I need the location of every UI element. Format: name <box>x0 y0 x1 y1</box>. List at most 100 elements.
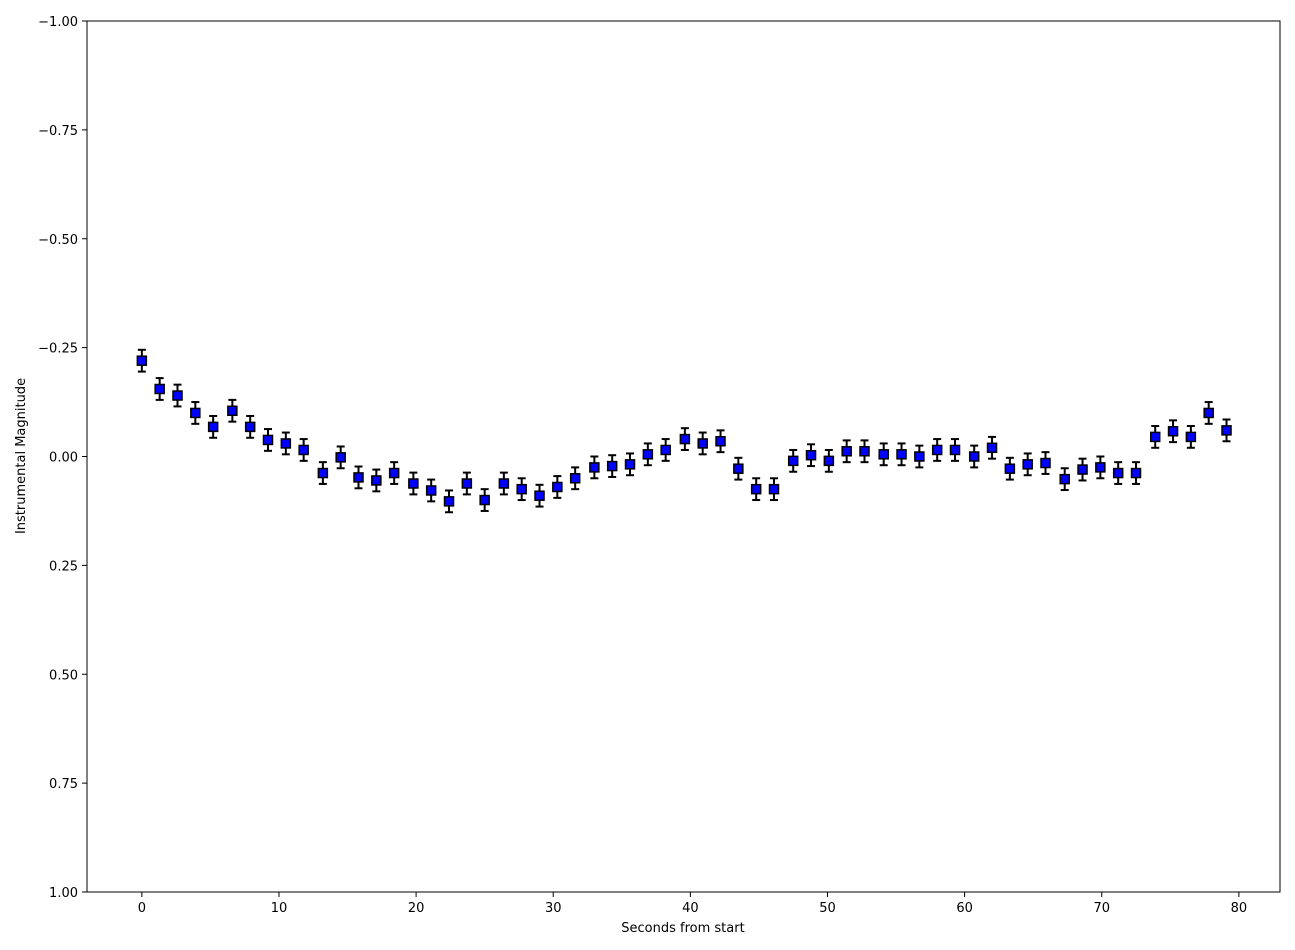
data-point <box>461 471 473 496</box>
x-tick-label: 10 <box>271 901 288 916</box>
x-tick-label: 0 <box>138 901 146 916</box>
square-marker <box>534 490 545 501</box>
data-point <box>896 442 907 467</box>
data-point <box>172 383 183 408</box>
y-tick-label: −0.25 <box>38 342 78 357</box>
data-point <box>227 398 238 423</box>
data-point <box>388 461 400 485</box>
x-tick-label: 70 <box>1093 901 1110 916</box>
data-point <box>823 448 835 473</box>
data-series <box>136 348 1232 514</box>
x-axis-title: Seconds from start <box>621 921 744 936</box>
data-point <box>443 489 455 514</box>
square-marker <box>1149 431 1161 443</box>
data-point <box>498 471 510 496</box>
square-marker <box>569 473 581 484</box>
square-marker <box>207 421 219 433</box>
square-marker <box>986 442 998 454</box>
square-marker <box>335 452 346 463</box>
square-marker <box>1095 462 1106 473</box>
data-point <box>697 431 708 456</box>
x-axis: 0 10 20 30 40 50 60 70 80 <box>138 892 1247 916</box>
y-tick-label: −0.50 <box>38 233 78 248</box>
square-marker <box>1130 467 1142 479</box>
data-point <box>931 438 943 462</box>
data-point <box>190 401 201 425</box>
data-point <box>479 488 490 512</box>
y-axis-title: Instrumental Magnitude <box>14 378 29 534</box>
data-point <box>1022 452 1033 477</box>
square-marker <box>388 467 400 479</box>
square-marker <box>516 483 527 495</box>
square-marker <box>154 383 165 395</box>
square-marker <box>1185 431 1197 443</box>
square-marker <box>479 494 490 506</box>
square-marker <box>878 449 889 460</box>
square-marker <box>679 433 691 445</box>
square-marker <box>914 451 925 462</box>
square-marker <box>642 449 654 460</box>
data-point <box>1004 456 1016 481</box>
square-marker <box>805 449 817 461</box>
data-point <box>1185 425 1197 449</box>
square-marker <box>606 460 618 472</box>
data-point <box>805 443 817 468</box>
square-marker <box>624 459 636 470</box>
x-tick-label: 40 <box>682 901 699 916</box>
x-tick-label: 20 <box>408 901 425 916</box>
square-marker <box>1167 425 1179 437</box>
square-marker <box>1221 425 1232 436</box>
y-tick-label: −0.75 <box>38 124 78 139</box>
data-point <box>642 442 654 467</box>
data-point <box>298 438 309 462</box>
square-marker <box>1077 464 1088 475</box>
x-tick-label: 60 <box>956 901 973 916</box>
square-marker <box>172 390 183 401</box>
square-marker <box>190 407 201 419</box>
square-marker <box>317 467 329 479</box>
square-marker <box>697 438 708 449</box>
square-marker <box>298 444 309 456</box>
data-point <box>534 483 545 508</box>
square-marker <box>949 444 961 456</box>
data-point <box>750 477 762 502</box>
square-marker <box>227 405 238 417</box>
data-point <box>715 429 726 454</box>
data-point <box>262 428 274 452</box>
y-axis: −1.00 −0.75 −0.50 −0.25 0.00 0.25 0.50 0.75 1.00 <box>38 15 87 901</box>
square-marker <box>1112 467 1124 479</box>
square-marker <box>1203 407 1214 419</box>
data-point <box>679 427 691 451</box>
data-point <box>606 454 618 478</box>
data-point <box>1112 461 1124 485</box>
y-tick-label: 0.50 <box>49 668 78 683</box>
square-marker <box>552 481 563 493</box>
data-point <box>244 414 256 439</box>
square-marker <box>715 436 726 447</box>
y-tick-label: 0.75 <box>49 777 78 792</box>
square-marker <box>589 462 600 473</box>
data-point <box>1130 461 1142 485</box>
data-point <box>353 465 364 490</box>
data-point <box>841 439 852 464</box>
data-point <box>660 438 671 462</box>
data-point <box>1077 457 1088 482</box>
square-marker <box>823 455 835 467</box>
x-tick-label: 80 <box>1231 901 1248 916</box>
square-marker <box>443 496 455 507</box>
data-point <box>425 478 437 503</box>
data-point <box>968 444 980 469</box>
y-tick-label: −1.00 <box>38 15 78 30</box>
data-point <box>589 455 600 480</box>
square-marker <box>461 478 473 489</box>
data-point <box>154 377 165 401</box>
square-marker <box>750 483 762 495</box>
data-point <box>136 348 148 373</box>
data-point <box>1167 419 1179 444</box>
data-point <box>624 452 636 477</box>
square-marker <box>859 446 870 457</box>
data-point <box>317 461 329 485</box>
square-marker <box>353 472 364 483</box>
square-marker <box>136 355 148 366</box>
